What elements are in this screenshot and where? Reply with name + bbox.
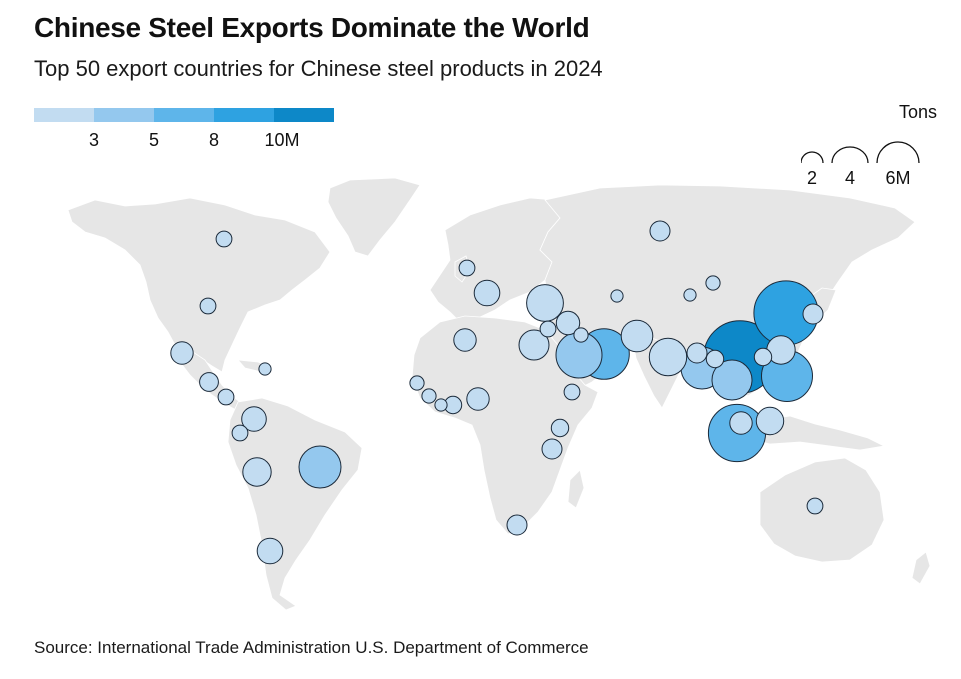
- country-bubble-caribbean: [258, 362, 272, 376]
- land-europe: [429, 197, 561, 323]
- size-legend-label: 2: [806, 168, 818, 188]
- country-bubble-greece: [539, 320, 557, 338]
- size-legend: Tons 2 4 6M: [801, 100, 941, 195]
- country-bubble-turkey: [555, 310, 581, 336]
- country-bubble-south-africa: [506, 514, 528, 536]
- country-bubble-myanmar: [705, 349, 725, 369]
- country-bubble-canada: [215, 230, 233, 248]
- country-bubble-colombia: [241, 406, 267, 432]
- size-legend-arc-large: [876, 141, 920, 164]
- country-bubble-panama: [217, 388, 235, 406]
- color-legend-tick: 8: [208, 130, 220, 150]
- chart-subtitle: Top 50 export countries for Chinese stee…: [34, 56, 603, 81]
- color-legend-swatch: [154, 108, 214, 122]
- country-bubble-ethiopia: [563, 383, 581, 401]
- country-bubble-guatemala: [199, 372, 219, 392]
- size-legend-arc-small: [801, 151, 824, 164]
- country-bubble-singapore: [755, 406, 785, 436]
- country-bubble-hong-kong: [753, 347, 773, 367]
- country-bubble-brazil: [298, 445, 342, 489]
- color-legend-swatch: [214, 108, 274, 122]
- country-bubble-malaysia: [729, 411, 753, 435]
- country-bubble-liberia: [434, 398, 448, 412]
- size-legend-arcs: [801, 141, 920, 164]
- land-madagascar: [567, 469, 585, 509]
- country-bubble-united-kingdom: [458, 259, 476, 277]
- country-bubble-peru: [242, 457, 272, 487]
- color-legend-tick: 10M: [264, 130, 300, 150]
- country-bubble-mexico: [170, 341, 194, 365]
- size-legend-label: 4: [844, 168, 856, 188]
- chart-title: Chinese Steel Exports Dominate the World: [34, 12, 590, 43]
- country-bubble-tanzania: [541, 438, 563, 460]
- country-bubble-australia: [806, 497, 824, 515]
- country-bubble-ecuador: [231, 424, 249, 442]
- country-bubble-india: [648, 337, 688, 377]
- country-bubble-mongolia: [683, 288, 697, 302]
- country-bubble-chile: [256, 537, 284, 565]
- size-legend-unit: Tons: [898, 102, 937, 122]
- country-bubble-pakistan: [620, 319, 654, 353]
- land-new-zealand: [911, 551, 931, 585]
- color-legend-tick: 3: [88, 130, 100, 150]
- size-legend-label: 6M: [885, 168, 911, 188]
- country-bubble-italy: [526, 284, 564, 322]
- country-bubble-united-states: [199, 297, 217, 315]
- country-bubble-belgium: [473, 279, 501, 307]
- color-legend-swatch: [274, 108, 334, 122]
- land-greenland: [327, 177, 421, 257]
- color-legend: 3 5 8 10M: [34, 108, 334, 153]
- country-bubble-guinea: [421, 388, 437, 404]
- country-bubble-senegal: [409, 375, 425, 391]
- land-africa: [411, 315, 599, 535]
- country-bubble-ghana: [466, 387, 490, 411]
- bubble-layer: [170, 220, 824, 565]
- source-note: Source: International Trade Administrati…: [34, 638, 589, 657]
- country-bubble-kazakhstan: [610, 289, 624, 303]
- color-legend-swatch: [34, 108, 94, 122]
- country-bubble-egypt: [518, 329, 550, 361]
- country-bubble-iraq: [573, 327, 589, 343]
- size-legend-arc-medium: [831, 146, 869, 164]
- country-bubble-uzbekistan: [705, 275, 721, 291]
- country-bubble-japan: [802, 303, 824, 325]
- country-bubble-russia: [649, 220, 671, 242]
- land-north-america: [67, 197, 331, 373]
- color-legend-tick: 5: [148, 130, 160, 150]
- color-legend-swatch: [94, 108, 154, 122]
- country-bubble-algeria: [453, 328, 477, 352]
- country-bubble-bangladesh: [686, 342, 708, 364]
- country-bubble-thailand: [711, 359, 753, 401]
- world-map: [67, 177, 931, 611]
- country-bubble-kenya: [550, 418, 570, 438]
